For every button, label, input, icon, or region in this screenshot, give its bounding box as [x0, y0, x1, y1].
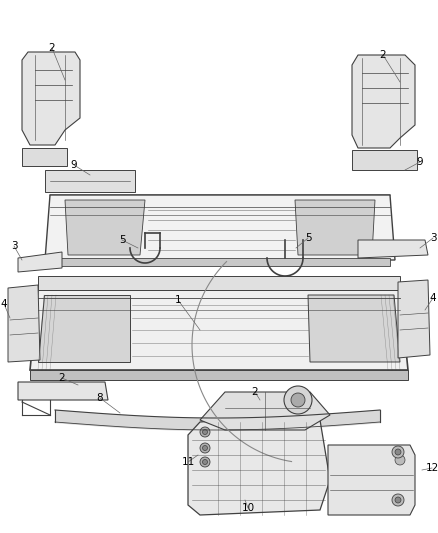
Polygon shape: [398, 280, 430, 358]
Text: 11: 11: [181, 457, 194, 467]
Polygon shape: [242, 395, 312, 410]
Polygon shape: [8, 285, 40, 362]
Circle shape: [202, 459, 208, 464]
Polygon shape: [358, 240, 428, 258]
Circle shape: [392, 494, 404, 506]
Polygon shape: [45, 195, 395, 260]
Text: 2: 2: [380, 50, 386, 60]
Text: 2: 2: [252, 387, 258, 397]
Circle shape: [392, 446, 404, 458]
Polygon shape: [308, 295, 400, 362]
FancyBboxPatch shape: [22, 148, 67, 166]
Polygon shape: [295, 200, 375, 255]
Text: 12: 12: [425, 463, 438, 473]
Circle shape: [284, 386, 312, 414]
Circle shape: [200, 427, 210, 437]
Text: 4: 4: [430, 293, 436, 303]
Polygon shape: [188, 415, 330, 515]
Text: 1: 1: [175, 295, 181, 305]
Circle shape: [395, 455, 405, 465]
FancyBboxPatch shape: [50, 258, 390, 266]
Polygon shape: [18, 382, 108, 400]
Polygon shape: [38, 295, 130, 362]
Text: 4: 4: [1, 299, 7, 309]
Text: 2: 2: [59, 373, 65, 383]
Polygon shape: [30, 290, 408, 370]
Circle shape: [395, 449, 401, 455]
Text: 8: 8: [97, 393, 103, 403]
Polygon shape: [200, 392, 330, 430]
Circle shape: [200, 443, 210, 453]
Circle shape: [202, 430, 208, 434]
Text: 9: 9: [71, 160, 78, 170]
Polygon shape: [38, 276, 400, 290]
FancyBboxPatch shape: [352, 150, 417, 170]
Polygon shape: [352, 55, 415, 148]
Polygon shape: [18, 252, 62, 272]
Circle shape: [202, 446, 208, 450]
Circle shape: [200, 457, 210, 467]
FancyBboxPatch shape: [30, 370, 408, 380]
Text: 5: 5: [305, 233, 311, 243]
FancyBboxPatch shape: [45, 170, 135, 192]
Text: 3: 3: [430, 233, 436, 243]
Polygon shape: [328, 445, 415, 515]
Text: 10: 10: [241, 503, 254, 513]
Text: 5: 5: [119, 235, 125, 245]
Circle shape: [395, 497, 401, 503]
Polygon shape: [50, 195, 390, 230]
Circle shape: [291, 393, 305, 407]
Text: 9: 9: [417, 157, 423, 167]
Text: 3: 3: [11, 241, 18, 251]
Polygon shape: [65, 200, 145, 255]
Text: 2: 2: [49, 43, 55, 53]
Polygon shape: [22, 52, 80, 145]
